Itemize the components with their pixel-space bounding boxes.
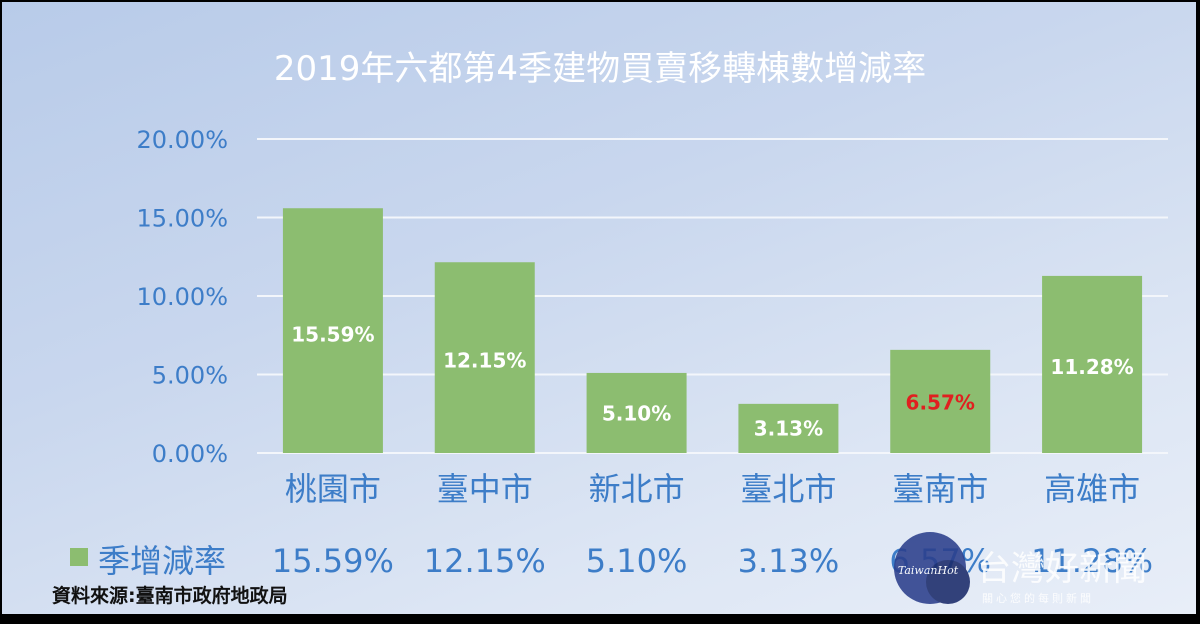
- source-note: 資料來源:臺南市政府地政局: [52, 584, 288, 607]
- data-label: 3.13%: [754, 416, 823, 440]
- y-tick-label: 10.00%: [136, 283, 228, 311]
- x-category-label: 臺北市: [740, 470, 836, 508]
- bar: [738, 403, 839, 453]
- watermark-logo-inner-icon: [926, 560, 970, 604]
- chart-title: 2019年六都第4季建物買賣移轉棟數增減率: [274, 49, 926, 89]
- bar: [890, 349, 991, 453]
- y-axis-ticks: 0.00% 5.00% 10.00% 15.00% 20.00%: [136, 126, 228, 468]
- watermark-name: 台灣好新聞: [977, 549, 1147, 589]
- legend-series-name: 季增減率: [98, 542, 226, 580]
- x-category-label: 臺南市: [892, 470, 988, 508]
- table-value: 12.15%: [424, 542, 546, 580]
- data-label: 12.15%: [443, 348, 526, 372]
- watermark-subtitle: 關心您的每則新聞: [982, 591, 1094, 605]
- bar: [282, 208, 383, 453]
- data-label: 5.10%: [602, 402, 671, 426]
- watermark-logo-text: TaiwanHot: [898, 564, 959, 577]
- x-category-label: 新北市: [589, 470, 685, 508]
- data-labels: 15.59% 12.15% 5.10% 3.13% 6.57% 11.28%: [291, 323, 1133, 441]
- y-tick-label: 5.00%: [152, 362, 228, 390]
- data-label: 11.28%: [1050, 355, 1133, 379]
- bar: [586, 372, 687, 453]
- y-tick-label: 0.00%: [152, 440, 228, 468]
- legend-key: [70, 548, 88, 566]
- y-tick-label: 15.00%: [136, 205, 228, 233]
- watermark: TaiwanHot 台灣好新聞 關心您的每則新聞: [894, 532, 1147, 605]
- data-label: 15.59%: [291, 323, 374, 347]
- bar: [1042, 275, 1143, 453]
- y-tick-label: 20.00%: [136, 126, 228, 154]
- table-value: 3.13%: [738, 542, 840, 580]
- x-axis-categories: 桃園市 臺中市 新北市 臺北市 臺南市 高雄市: [285, 470, 1140, 508]
- bar: [434, 262, 535, 453]
- table-value: 15.59%: [272, 542, 394, 580]
- table-value: 11.28%: [1031, 542, 1153, 580]
- table-value: 5.10%: [586, 542, 688, 580]
- gridlines: [257, 138, 1168, 454]
- data-label: 6.57%: [906, 390, 975, 414]
- bar-chart: 2019年六都第4季建物買賣移轉棟數增減率 0.00% 5.00% 10.00% 15…: [52, 49, 1168, 607]
- x-category-label: 高雄市: [1044, 470, 1140, 508]
- x-category-label: 桃園市: [285, 470, 381, 508]
- chart-panel: 2019年六都第4季建物買賣移轉棟數增減率 0.00% 5.00% 10.00% 15…: [2, 2, 1196, 614]
- x-category-label: 臺中市: [437, 470, 533, 508]
- bars: [282, 208, 1143, 453]
